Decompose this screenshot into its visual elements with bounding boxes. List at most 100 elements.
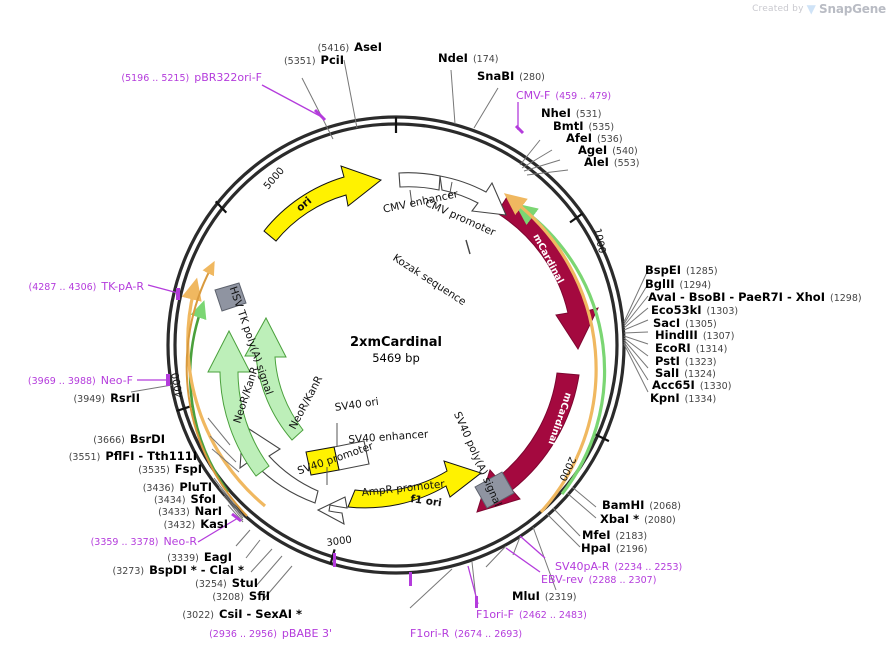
watermark-prefix: Created by (752, 4, 804, 14)
feature-sv40-ori (305, 446, 340, 476)
pbabe-3prime-position: (2936 .. 2956) (209, 629, 277, 640)
nhei-name: NheI (541, 106, 571, 120)
hpai-position: (2196) (615, 544, 648, 555)
plasmid-name: 2xmCardinal (350, 335, 442, 350)
fspi-position: (3535) (138, 465, 170, 476)
label-cmv-f: CMV-F (459 .. 479) (516, 90, 611, 102)
label-kpni: KpnI (1334) (650, 392, 717, 405)
label-pluti: (3436) PluTI (0, 481, 212, 494)
neo-f-name: Neo-F (100, 374, 133, 387)
pbabe-3prime-name: pBABE 3' (281, 627, 332, 640)
asei-position: (5416) (317, 43, 350, 54)
label-pflfi-tth111i: (3551) PflFI - Tth111I (0, 450, 197, 463)
alei-position: (553) (613, 158, 640, 169)
ndei-name: NdeI (438, 51, 468, 65)
neo-r-position: (3359 .. 3378) (90, 537, 159, 548)
label-bspdi-clai: (3273) BspDI * - ClaI * (0, 564, 245, 577)
label-bspei: BspEI (1285) (645, 263, 718, 277)
f1ori-f-position: (2462 .. 2483) (518, 610, 587, 621)
avai-group-name: AvaI - BsoBI - PaeR7I - XhoI (648, 290, 825, 304)
bspdi-position: (3273) (112, 566, 145, 577)
pluti-position: (3436) (142, 483, 175, 494)
f1ori-f-name: F1ori-F (476, 608, 514, 621)
ebv-rev-position: (2288 .. 2307) (588, 575, 657, 586)
sali-name: SalI (655, 366, 680, 380)
leader-lines-right-cluster (623, 269, 649, 393)
saci-name: SacI (653, 316, 681, 330)
eco53ki-name: Eco53kI (651, 303, 702, 317)
label-acc65i: Acc65I (1330) (652, 379, 732, 392)
eco53ki-position: (1303) (706, 306, 739, 317)
leader-f1ori-r (409, 572, 412, 586)
leader-lines-left (130, 384, 173, 393)
leader-f1ori-f (467, 565, 479, 608)
ecori-name: EcoRI (655, 341, 691, 355)
sv40pa-r-name: SV40pA-R (555, 560, 610, 573)
acc65i-position: (1330) (699, 381, 732, 392)
label-pbabe-3prime: (2936 .. 2956) pBABE 3' (0, 628, 332, 640)
cmv-f-position: (459 .. 479) (555, 91, 612, 102)
bmti-name: BmtI (553, 119, 584, 133)
stui-name: StuI (231, 576, 258, 590)
snabi-name: SnaBI (477, 69, 515, 83)
mlui-position: (2319) (544, 592, 577, 603)
psti-position: (1323) (684, 357, 717, 368)
label-sali: SalI (1324) (655, 366, 716, 380)
label-rsrii: (3949) RsrII (0, 392, 140, 405)
label-bsrdi: (3666) BsrDI (0, 432, 165, 446)
label-snabi: SnaBI (280) (477, 69, 545, 83)
label-stui: (3254) StuI (0, 576, 258, 590)
label-hindiii: HindIII (1307) (655, 329, 735, 342)
nhei-position: (531) (575, 109, 602, 120)
label-bglii: BglII (1294) (645, 278, 712, 291)
neo-f-position: (3969 .. 3988) (27, 376, 96, 387)
bglii-position: (1294) (679, 280, 712, 291)
leader-lines-bottom-left (207, 417, 293, 602)
label-sfii: (3208) SfiI (0, 590, 270, 603)
sfoi-position: (3434) (153, 495, 186, 506)
tk-pa-r-position: (4287 .. 4306) (28, 282, 97, 293)
bspei-name: BspEI (645, 263, 681, 277)
watermark-brand: SnapGene (819, 2, 886, 16)
csii-sexai-name: CsiI - SexAI * (219, 607, 302, 621)
leader-neo-r (197, 512, 242, 543)
neo-r-name: Neo-R (163, 535, 197, 548)
svg-text:NeoR/KanR: NeoR/KanR (287, 374, 325, 431)
nari-position: (3433) (158, 507, 190, 518)
hindiii-position: (1307) (702, 331, 735, 342)
csii-position: (3022) (182, 610, 215, 621)
label-csii-sexai: (3022) CsiI - SexAI * (0, 607, 302, 621)
saci-position: (1305) (685, 319, 717, 330)
label-f1ori-f: F1ori-F (2462 .. 2483) (476, 609, 587, 621)
feature-ori (263, 165, 383, 242)
label-eco53ki: Eco53kI (1303) (651, 303, 739, 317)
cmv-f-name: CMV-F (516, 89, 551, 102)
tick-label-4000: 4000 (170, 371, 186, 398)
tick-label-3000: 3000 (326, 535, 353, 549)
label-psti: PstI (1323) (655, 355, 717, 368)
leader-cmv-promoter (448, 181, 453, 199)
kpni-position: (1334) (684, 394, 717, 405)
label-sfoi: (3434) SfoI (0, 492, 216, 506)
leader-sv40pa-r (519, 535, 546, 559)
sfii-position: (3208) (212, 592, 244, 603)
label-alei: AleI (553) (584, 156, 640, 169)
sfoi-name: SfoI (190, 492, 216, 506)
label-ndei: NdeI (174) (438, 51, 498, 65)
rsrii-position: (3949) (73, 394, 106, 405)
pbr322ori-f-name: pBR322ori-F (194, 71, 262, 84)
agei-position: (540) (612, 146, 638, 157)
nari-name: NarI (194, 504, 222, 518)
leader-ebv-rev (505, 547, 541, 573)
feature-ampr-promoter (316, 496, 348, 526)
label-mfei: MfeI (2183) (582, 529, 648, 542)
bmti-position: (535) (588, 122, 615, 133)
mfei-position: (2183) (615, 531, 648, 542)
feature-cmv-promoter (439, 175, 507, 216)
sv40pa-r-position: (2234 .. 2253) (614, 562, 683, 573)
bspei-position: (1285) (685, 266, 718, 277)
bsrdi-name: BsrDI (129, 432, 165, 446)
eagi-name: EagI (203, 550, 232, 564)
